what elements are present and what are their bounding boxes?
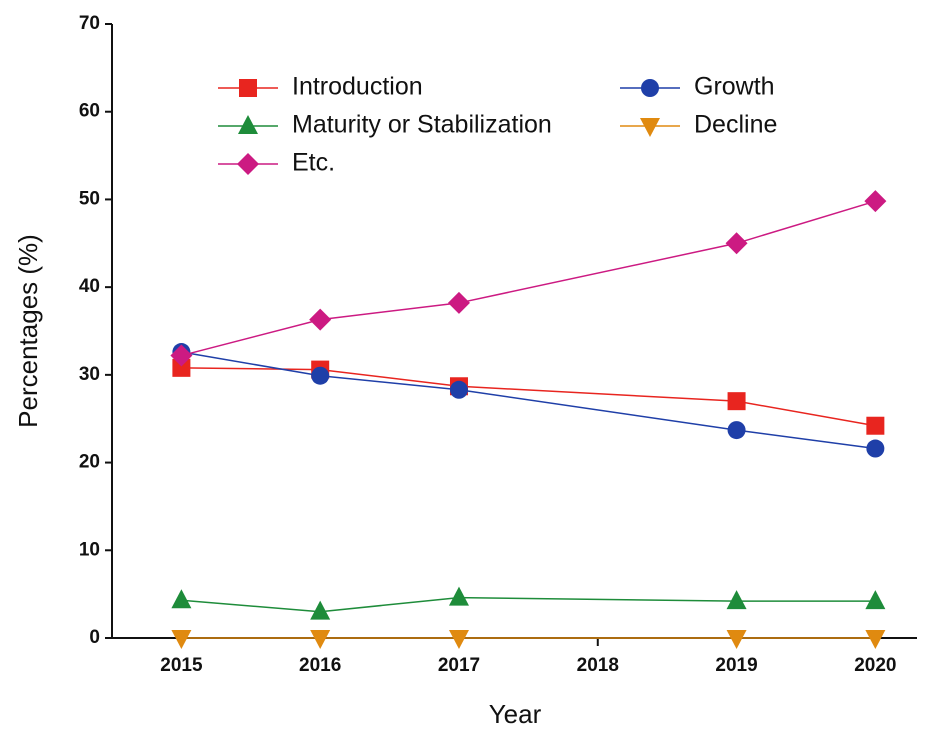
x-axis-label: Year bbox=[489, 699, 542, 729]
y-tick-label: 30 bbox=[79, 364, 100, 385]
marker bbox=[865, 630, 886, 649]
y-tick-label: 60 bbox=[79, 101, 100, 122]
x-tick-label: 2015 bbox=[160, 655, 203, 676]
marker bbox=[310, 600, 331, 620]
x-tick-label: 2016 bbox=[299, 655, 341, 676]
marker bbox=[310, 630, 331, 649]
x-tick-label: 2019 bbox=[715, 655, 757, 676]
legend-label: Introduction bbox=[292, 73, 423, 101]
marker bbox=[311, 366, 330, 385]
marker bbox=[727, 421, 746, 440]
legend-label: Decline bbox=[694, 111, 777, 139]
x-tick-label: 2017 bbox=[438, 655, 480, 676]
legend-marker bbox=[239, 79, 257, 97]
series-line bbox=[181, 351, 876, 450]
marker bbox=[172, 358, 191, 377]
series-line bbox=[181, 367, 876, 427]
series-line bbox=[181, 200, 876, 357]
marker bbox=[447, 291, 470, 314]
x-tick-label: 2020 bbox=[854, 655, 896, 676]
marker bbox=[725, 232, 748, 255]
marker bbox=[866, 416, 885, 435]
marker bbox=[171, 589, 192, 609]
legend-label: Maturity or Stabilization bbox=[292, 111, 552, 139]
y-tick-label: 0 bbox=[89, 627, 100, 648]
legend-marker bbox=[640, 118, 660, 137]
marker bbox=[864, 190, 887, 213]
legend-label: Etc. bbox=[292, 149, 335, 177]
y-tick-label: 70 bbox=[79, 13, 100, 34]
legend-marker bbox=[641, 79, 659, 97]
marker bbox=[726, 630, 747, 649]
legend-marker bbox=[238, 115, 258, 134]
marker bbox=[309, 308, 332, 331]
marker bbox=[170, 344, 193, 367]
y-tick-label: 50 bbox=[79, 188, 100, 209]
y-tick-label: 10 bbox=[79, 539, 100, 560]
marker bbox=[171, 630, 192, 649]
marker bbox=[448, 630, 469, 649]
legend-marker bbox=[237, 153, 259, 175]
legend-label: Growth bbox=[694, 73, 775, 101]
marker bbox=[727, 392, 746, 411]
y-tick-label: 40 bbox=[79, 276, 100, 297]
marker bbox=[865, 590, 886, 610]
x-tick-label: 2018 bbox=[577, 655, 619, 676]
y-tick-label: 20 bbox=[79, 452, 100, 473]
marker bbox=[449, 380, 468, 399]
marker bbox=[448, 586, 469, 606]
y-axis-label: Percentages (%) bbox=[13, 234, 43, 428]
marker bbox=[866, 439, 885, 458]
series-line bbox=[181, 596, 876, 613]
marker bbox=[726, 590, 747, 610]
